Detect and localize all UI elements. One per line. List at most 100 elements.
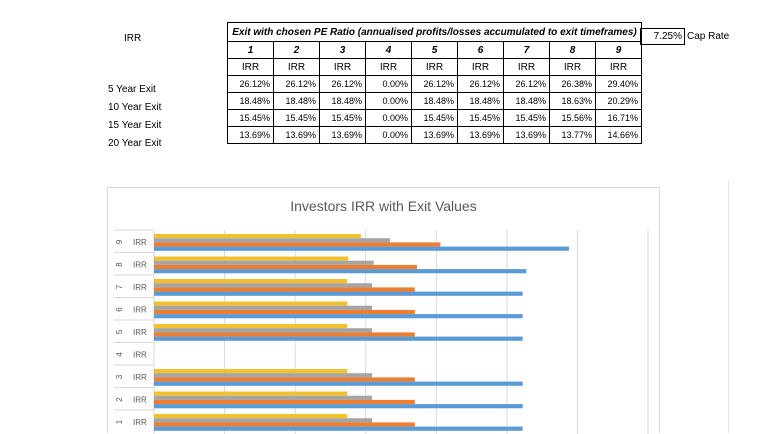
bar bbox=[154, 283, 373, 288]
cap-rate-value[interactable]: 7.25% bbox=[640, 28, 685, 45]
col-header[interactable]: 6 bbox=[457, 41, 504, 59]
category-sublabel: IRR bbox=[133, 396, 147, 405]
table-cell[interactable]: 26.12% bbox=[273, 75, 320, 93]
category-label: 4 bbox=[115, 352, 124, 357]
column-divider bbox=[728, 180, 729, 433]
col-header[interactable]: 3 bbox=[319, 41, 366, 59]
table-cell[interactable]: 0.00% bbox=[365, 109, 412, 127]
category-label: 5 bbox=[115, 329, 124, 334]
col-subheader[interactable]: IRR bbox=[595, 58, 642, 76]
category-sublabel: IRR bbox=[133, 283, 147, 292]
col-header[interactable]: 2 bbox=[273, 41, 320, 59]
cap-rate-label[interactable]: Cap Rate bbox=[687, 31, 730, 42]
bar bbox=[154, 305, 373, 310]
table-cell[interactable]: 18.48% bbox=[227, 92, 274, 110]
bar-chart: 9 IRR 8 IRR 7 IRR 6 IRR 5 IRR 4 IRR 3 IRR 2 IRR 1 IRR bbox=[114, 229, 649, 434]
col-subheader[interactable]: IRR bbox=[457, 58, 504, 76]
table-cell[interactable]: 15.45% bbox=[273, 109, 320, 127]
table-cell[interactable]: 13.77% bbox=[549, 126, 596, 144]
table-title[interactable]: Exit with chosen PE Ratio (annualised pr… bbox=[227, 22, 642, 42]
bar bbox=[154, 404, 523, 409]
col-subheader[interactable]: IRR bbox=[227, 58, 274, 76]
category-sublabel: IRR bbox=[133, 261, 147, 270]
col-subheader[interactable]: IRR bbox=[411, 58, 458, 76]
table-cell[interactable]: 13.69% bbox=[503, 126, 550, 144]
table-cell[interactable]: 0.00% bbox=[365, 75, 412, 93]
table-cell[interactable]: 15.45% bbox=[319, 109, 366, 127]
category-sublabel: IRR bbox=[133, 351, 147, 360]
table-cell[interactable]: 13.69% bbox=[273, 126, 320, 144]
category-label: 6 bbox=[115, 307, 124, 312]
col-header[interactable]: 9 bbox=[595, 41, 642, 59]
bar bbox=[154, 336, 523, 341]
table-cell[interactable]: 18.48% bbox=[319, 92, 366, 110]
col-subheader[interactable]: IRR bbox=[549, 58, 596, 76]
bar bbox=[154, 399, 415, 405]
row-label-15yr[interactable]: 15 Year Exit bbox=[108, 120, 162, 131]
bar bbox=[154, 238, 390, 243]
bar bbox=[154, 242, 441, 247]
col-subheader[interactable]: IRR bbox=[503, 58, 550, 76]
table-cell[interactable]: 18.48% bbox=[503, 92, 550, 110]
table-cell[interactable]: 13.69% bbox=[227, 126, 274, 144]
bar bbox=[154, 369, 348, 374]
row-label-5yr[interactable]: 5 Year Exit bbox=[108, 84, 156, 95]
table-cell[interactable]: 15.56% bbox=[549, 109, 596, 127]
table-cell[interactable]: 18.48% bbox=[457, 92, 504, 110]
table-cell[interactable]: 0.00% bbox=[365, 92, 412, 110]
category-label: 8 bbox=[115, 262, 124, 267]
table-cell[interactable]: 13.69% bbox=[319, 126, 366, 144]
bar bbox=[154, 328, 373, 333]
table-cell[interactable]: 20.29% bbox=[595, 92, 642, 110]
category-label: 2 bbox=[115, 397, 124, 402]
table-cell[interactable]: 18.48% bbox=[411, 92, 458, 110]
category-sublabel: IRR bbox=[133, 418, 147, 427]
bar bbox=[154, 260, 374, 265]
col-subheader[interactable]: IRR bbox=[365, 58, 412, 76]
table-cell[interactable]: 15.45% bbox=[457, 109, 504, 127]
table-cell[interactable]: 18.63% bbox=[549, 92, 596, 110]
col-subheader[interactable]: IRR bbox=[319, 58, 366, 76]
col-header[interactable]: 8 bbox=[549, 41, 596, 59]
bar bbox=[154, 234, 361, 239]
row-label-10yr[interactable]: 10 Year Exit bbox=[108, 102, 162, 113]
bar bbox=[154, 309, 415, 315]
col-subheader[interactable]: IRR bbox=[273, 58, 320, 76]
bar bbox=[154, 373, 373, 378]
bar bbox=[154, 256, 349, 261]
chart-container[interactable]: Investors IRR with Exit Values 9 IRR 8 IRR 7… bbox=[107, 187, 660, 434]
category-label: 1 bbox=[115, 419, 124, 424]
col-header[interactable]: 7 bbox=[503, 41, 550, 59]
bar bbox=[154, 332, 415, 337]
irr-header-label[interactable]: IRR bbox=[124, 33, 142, 44]
table-cell[interactable]: 26.12% bbox=[457, 75, 504, 93]
bar bbox=[154, 418, 373, 423]
category-label: 3 bbox=[115, 374, 124, 379]
bar bbox=[154, 391, 348, 396]
category-sublabel: IRR bbox=[133, 238, 147, 247]
table-cell[interactable]: 26.12% bbox=[411, 75, 458, 93]
table-cell[interactable]: 0.00% bbox=[365, 126, 412, 144]
col-header[interactable]: 1 bbox=[227, 41, 274, 59]
table-cell[interactable]: 26.12% bbox=[319, 75, 366, 93]
table-cell[interactable]: 16.71% bbox=[595, 109, 642, 127]
table-cell[interactable]: 26.38% bbox=[549, 75, 596, 93]
bar bbox=[154, 324, 348, 329]
bar bbox=[154, 246, 569, 251]
table-cell[interactable]: 15.45% bbox=[411, 109, 458, 127]
col-header[interactable]: 4 bbox=[365, 41, 412, 59]
bar bbox=[154, 377, 415, 382]
col-header[interactable]: 5 bbox=[411, 41, 458, 59]
table-cell[interactable]: 26.12% bbox=[503, 75, 550, 93]
bar bbox=[154, 381, 523, 386]
row-label-20yr[interactable]: 20 Year Exit bbox=[108, 138, 162, 149]
table-cell[interactable]: 15.45% bbox=[503, 109, 550, 127]
table-cell[interactable]: 13.69% bbox=[457, 126, 504, 144]
table-cell[interactable]: 14.66% bbox=[595, 126, 642, 144]
table-cell[interactable]: 26.12% bbox=[227, 75, 274, 93]
category-sublabel: IRR bbox=[133, 306, 147, 315]
table-cell[interactable]: 13.69% bbox=[411, 126, 458, 144]
table-cell[interactable]: 15.45% bbox=[227, 109, 274, 127]
table-cell[interactable]: 29.40% bbox=[595, 75, 642, 93]
table-cell[interactable]: 18.48% bbox=[273, 92, 320, 110]
